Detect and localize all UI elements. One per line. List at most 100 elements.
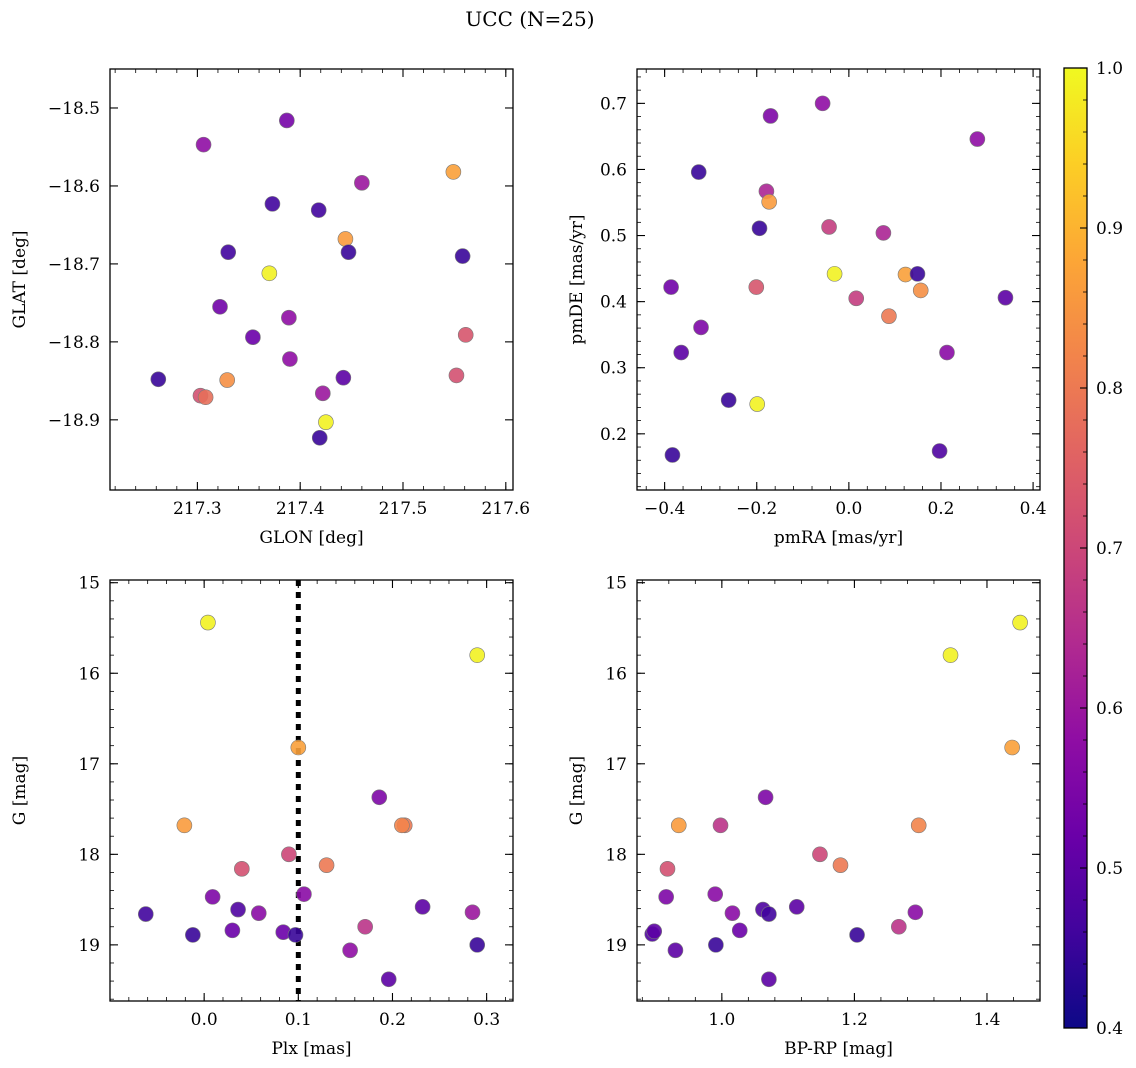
scatter-point [176, 817, 193, 834]
scatter-point [757, 789, 774, 806]
y-tick-label: 0.5 [600, 227, 627, 247]
scatter-point [195, 136, 212, 153]
x-tick-label: 0.4 [1020, 499, 1047, 519]
panels: 217.3 217.4 217.5 217.6 −18.5 −18.6 −18.7 −18.8… [10, 68, 1047, 1059]
scatter-point [281, 309, 297, 326]
y-tick-label: 0.4 [600, 293, 627, 313]
scatter-point [891, 918, 907, 935]
scatter-point [969, 131, 986, 147]
x-tick-label: 0.0 [835, 499, 862, 519]
scatter-point [826, 266, 843, 282]
colorbar-tick-label: 0.6 [1096, 699, 1123, 719]
y-tick-label: 16 [78, 664, 100, 684]
scatter-point [454, 248, 471, 264]
scatter-point [849, 927, 865, 943]
scatter-point [708, 937, 724, 953]
scatter-point [234, 861, 250, 877]
scatter-point [910, 817, 927, 834]
scatter-point [690, 164, 707, 180]
scatter-point [204, 889, 221, 905]
scatter-point [1004, 739, 1020, 756]
scatter-point [712, 817, 729, 834]
scatter-point [761, 971, 777, 988]
scatter-point [997, 289, 1014, 306]
scatter-point [310, 202, 327, 218]
scatter-point [200, 614, 216, 631]
scatter-point [315, 385, 331, 402]
scatter-point [282, 351, 298, 367]
scatter-point [380, 971, 397, 988]
scatter-point [445, 164, 462, 180]
y-tick-label: 15 [78, 574, 100, 594]
x-tick-label: 0.0 [191, 1010, 218, 1030]
scatter-point [394, 817, 410, 834]
x-axis-label: pmRA [mas/yr] [774, 528, 903, 548]
x-tick-label: 217.6 [481, 499, 530, 519]
x-tick-label: 0.2 [379, 1010, 406, 1030]
y-tick-label: −18.6 [48, 177, 100, 197]
panel-pm: −0.4 −0.2 0.0 0.2 0.4 0.2 0.3 0.4 0.5 0.6 0.7 pmRA … [567, 68, 1047, 548]
scatter-point [296, 886, 312, 902]
y-tick-label: −18.7 [48, 255, 100, 275]
scatter-point [469, 937, 486, 953]
y-axis-label: GLAT [deg] [10, 230, 30, 328]
scatter-point [673, 344, 690, 361]
scatter-point [371, 789, 388, 806]
colorbar-tick-label: 0.9 [1096, 219, 1123, 239]
scatter-point [663, 279, 679, 295]
scatter-point [279, 112, 295, 129]
scatter-point [646, 923, 663, 940]
scatter-point [907, 904, 924, 921]
panel-cmd: 1.0 1.2 1.4 15 16 17 18 19 BP-RP [mag] G [mag] [567, 574, 1041, 1059]
y-tick-label: −18.8 [48, 333, 100, 353]
y-tick-label: 18 [78, 845, 100, 865]
scatter-point [340, 244, 357, 261]
scatter-point [245, 329, 261, 345]
scatter-point [457, 327, 474, 343]
colorbar-fill [1064, 68, 1087, 1028]
scatter-point [287, 927, 304, 943]
x-tick-label: 0.1 [285, 1010, 312, 1030]
scatter-point [731, 922, 748, 939]
x-tick-label: 1.4 [973, 1010, 1000, 1030]
scatter-point [150, 371, 167, 388]
scatter-point [137, 906, 154, 922]
scatter-point [448, 367, 465, 384]
panel-sky: 217.3 217.4 217.5 217.6 −18.5 −18.6 −18.7 −18.8… [10, 68, 530, 548]
scatter-point [290, 739, 307, 756]
colorbar-tick-label: 0.5 [1096, 859, 1123, 879]
x-axis-label: GLON [deg] [259, 528, 363, 548]
scatter-point [318, 414, 334, 430]
scatter-point [670, 817, 687, 834]
scatter-point [197, 389, 214, 406]
colorbar: 0.4 0.5 0.6 0.7 0.8 0.9 1.0 [1063, 59, 1123, 1039]
scatter-point [219, 372, 235, 388]
scatter-point [848, 290, 865, 307]
scatter-point [658, 889, 674, 905]
y-axis-label: G [mag] [567, 756, 587, 825]
y-tick-label: −18.9 [48, 411, 100, 431]
plot-frame [636, 68, 1041, 491]
scatter-point [832, 857, 849, 873]
x-tick-label: 217.4 [276, 499, 325, 519]
scatter-point [264, 196, 281, 212]
colorbar-tick-label: 0.4 [1096, 1019, 1123, 1039]
scatter-point [812, 846, 828, 863]
scatter-point [659, 861, 676, 877]
y-axis-label: G [mag] [10, 756, 30, 825]
y-tick-label: 19 [78, 936, 100, 956]
scatter-point [748, 279, 765, 295]
panel-plx: 0.0 0.1 0.2 0.3 15 16 17 18 19 Plx [mas] G [mag] [10, 574, 514, 1059]
scatter-point [311, 429, 328, 446]
x-tick-label: 217.5 [379, 499, 428, 519]
scatter-point [749, 396, 766, 412]
y-tick-label: 15 [605, 574, 627, 594]
scatter-point [212, 298, 228, 315]
scatter-point [761, 906, 777, 922]
scatter-point [761, 194, 777, 210]
scatter-point [931, 443, 948, 459]
scatter-point [909, 266, 926, 282]
scatter-point [821, 219, 837, 235]
scatter-point [762, 108, 779, 124]
